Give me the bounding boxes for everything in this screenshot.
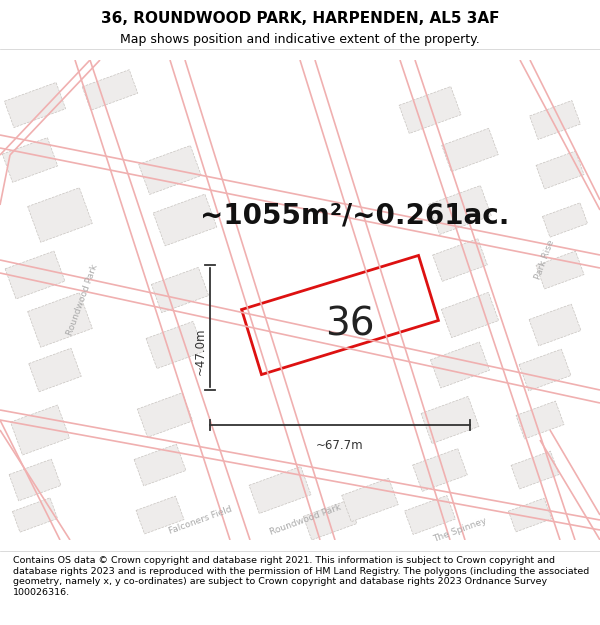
Bar bbox=[516, 401, 564, 439]
Bar bbox=[413, 449, 467, 491]
Bar bbox=[137, 392, 193, 438]
Bar bbox=[242, 256, 439, 374]
Bar bbox=[511, 451, 559, 489]
Bar bbox=[542, 203, 587, 237]
Bar bbox=[530, 101, 580, 139]
Text: Map shows position and indicative extent of the property.: Map shows position and indicative extent… bbox=[120, 33, 480, 46]
Text: The Spinney: The Spinney bbox=[432, 516, 488, 544]
Bar bbox=[519, 349, 571, 391]
Bar bbox=[421, 396, 479, 444]
Bar bbox=[428, 186, 491, 234]
Bar bbox=[249, 466, 311, 514]
Text: ~67.7m: ~67.7m bbox=[316, 439, 364, 452]
Text: ~47.0m: ~47.0m bbox=[193, 328, 206, 375]
Text: Falconers Field: Falconers Field bbox=[167, 504, 233, 536]
Text: Park Rise: Park Rise bbox=[533, 239, 556, 281]
Text: 36: 36 bbox=[325, 306, 375, 344]
Bar bbox=[151, 268, 209, 312]
Bar bbox=[28, 188, 92, 242]
Bar bbox=[136, 496, 184, 534]
Bar bbox=[404, 496, 455, 534]
Bar bbox=[29, 348, 81, 392]
Bar bbox=[146, 321, 204, 369]
Bar bbox=[11, 405, 70, 455]
Text: ~1055m²/~0.261ac.: ~1055m²/~0.261ac. bbox=[200, 201, 509, 229]
Bar bbox=[303, 500, 357, 540]
Bar bbox=[442, 292, 499, 338]
Bar bbox=[433, 239, 487, 281]
Text: Roundwood Park: Roundwood Park bbox=[268, 503, 342, 537]
Bar bbox=[82, 70, 138, 110]
Bar bbox=[9, 459, 61, 501]
Bar bbox=[442, 128, 498, 172]
Bar bbox=[536, 251, 584, 289]
Bar bbox=[536, 151, 584, 189]
Bar bbox=[4, 82, 65, 127]
Bar bbox=[134, 444, 186, 486]
Text: Contains OS data © Crown copyright and database right 2021. This information is : Contains OS data © Crown copyright and d… bbox=[13, 556, 589, 597]
Bar bbox=[2, 138, 58, 182]
Text: 36, ROUNDWOOD PARK, HARPENDEN, AL5 3AF: 36, ROUNDWOOD PARK, HARPENDEN, AL5 3AF bbox=[101, 11, 499, 26]
Bar bbox=[342, 478, 398, 522]
Bar bbox=[508, 498, 551, 532]
Text: Roundwood Park: Roundwood Park bbox=[65, 263, 99, 337]
Bar bbox=[430, 342, 490, 388]
Bar bbox=[28, 292, 92, 348]
Bar bbox=[5, 251, 65, 299]
Bar bbox=[13, 498, 58, 532]
Bar bbox=[529, 304, 581, 346]
Bar bbox=[153, 194, 217, 246]
Bar bbox=[139, 146, 202, 194]
Bar bbox=[399, 86, 461, 134]
